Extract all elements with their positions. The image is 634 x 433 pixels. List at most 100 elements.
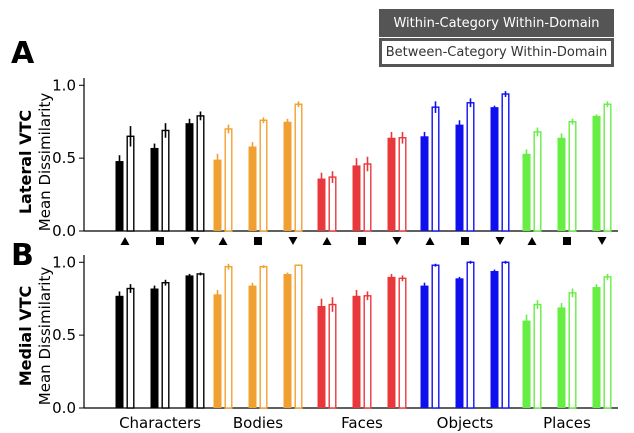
bar-between-bodies	[294, 264, 303, 409]
legend-between-label: Between-Category Within-Domain	[385, 45, 608, 60]
bar-between-faces	[328, 303, 337, 409]
y-tick-label: 0.5	[52, 149, 76, 167]
bar-between-characters	[161, 281, 170, 409]
bar-within-bodies	[213, 159, 222, 231]
bar-within-bodies	[248, 146, 257, 231]
bar-between-faces	[328, 176, 337, 232]
bar-between-places	[533, 303, 542, 409]
bar-between-places	[603, 103, 612, 232]
bar-within-faces	[387, 276, 396, 408]
bar-between-characters	[126, 135, 135, 232]
bar-within-places	[592, 115, 601, 231]
triangle-down-icon	[288, 237, 298, 245]
bar-within-objects	[455, 278, 464, 408]
bar-within-bodies	[283, 273, 292, 408]
triangle-up-icon	[218, 237, 228, 245]
panel-letter-b: B	[11, 238, 34, 273]
bar-within-faces	[352, 165, 361, 231]
bar-within-characters	[150, 147, 159, 231]
bar-within-characters	[150, 288, 159, 408]
bar-within-faces	[387, 137, 396, 231]
legend-within-category: Within-Category Within-Domain	[379, 9, 614, 37]
bar-between-bodies	[224, 265, 233, 409]
x-category-label: Characters	[119, 414, 201, 432]
bar-within-faces	[352, 295, 361, 408]
y-tick-label: 0.5	[52, 326, 76, 344]
square-icon	[358, 237, 366, 245]
bar-between-characters	[196, 115, 205, 232]
bar-between-objects	[501, 93, 510, 232]
bar-between-bodies	[224, 128, 233, 232]
bar-between-characters	[126, 287, 135, 409]
panel-letter-a: A	[11, 36, 35, 71]
bar-between-places	[568, 121, 577, 232]
panel-a-ylabel: Mean Dissimilarity	[36, 93, 54, 232]
bar-within-objects	[420, 285, 429, 408]
panel-b-plot: 0.0 0.5 1.0 Characters Bodies Faces Objects Pla…	[52, 253, 618, 432]
square-icon	[563, 237, 571, 245]
bar-within-objects	[490, 271, 499, 408]
condition-markers	[120, 237, 607, 245]
triangle-down-icon	[495, 237, 505, 245]
bar-between-faces	[398, 277, 407, 409]
bar-between-objects	[466, 261, 475, 409]
triangle-down-icon	[392, 237, 402, 245]
bar-within-places	[557, 137, 566, 231]
bar-between-objects	[466, 102, 475, 232]
triangle-up-icon	[425, 237, 435, 245]
bar-within-bodies	[213, 294, 222, 408]
x-category-label: Objects	[437, 414, 494, 432]
bar-between-characters	[196, 273, 205, 409]
bar-between-faces	[363, 163, 372, 232]
bar-within-places	[522, 320, 531, 408]
bar-within-objects	[420, 136, 429, 231]
bar-within-bodies	[248, 285, 257, 408]
triangle-down-icon	[190, 237, 200, 245]
bar-within-faces	[317, 178, 326, 231]
y-tick-label: 0.0	[52, 222, 76, 240]
triangle-down-icon	[597, 237, 607, 245]
x-category-label: Bodies	[233, 414, 283, 432]
bar-between-faces	[363, 295, 372, 409]
legend-between-category: Between-Category Within-Domain	[379, 38, 614, 67]
bar-between-bodies	[294, 103, 303, 232]
bar-between-objects	[431, 264, 440, 409]
bar-within-characters	[185, 275, 194, 408]
y-tick-label: 0.0	[52, 399, 76, 417]
bar-between-characters	[161, 129, 170, 232]
y-tick-label: 1.0	[52, 253, 76, 271]
bar-between-places	[603, 276, 612, 409]
bar-within-faces	[317, 306, 326, 408]
triangle-up-icon	[120, 237, 130, 245]
panel-a-region-label: Lateral VTC	[16, 110, 35, 214]
bar-within-characters	[115, 161, 124, 231]
legend-within-label: Within-Category Within-Domain	[393, 15, 600, 31]
bar-between-bodies	[259, 119, 268, 232]
bar-between-objects	[501, 261, 510, 409]
x-category-label: Places	[543, 414, 591, 432]
bar-within-characters	[185, 123, 194, 231]
triangle-up-icon	[322, 237, 332, 245]
x-category-label: Faces	[341, 414, 383, 432]
panel-a-plot: 0.0 0.5 1.0	[52, 76, 618, 240]
bar-within-places	[592, 287, 601, 408]
square-icon	[461, 237, 469, 245]
panel-b-region-label: Medial VTC	[16, 286, 35, 387]
bar-between-places	[533, 131, 542, 232]
y-tick-label: 1.0	[52, 76, 76, 94]
bar-within-bodies	[283, 121, 292, 231]
bar-within-places	[522, 153, 531, 231]
bar-between-objects	[431, 106, 440, 232]
bar-within-characters	[115, 295, 124, 408]
bar-within-places	[557, 307, 566, 408]
bar-within-objects	[455, 124, 464, 231]
triangle-up-icon	[527, 237, 537, 245]
bar-between-faces	[398, 137, 407, 232]
square-icon	[156, 237, 164, 245]
panel-b-ylabel: Mean Dissimilarity	[36, 267, 54, 406]
square-icon	[254, 237, 262, 245]
bar-within-objects	[490, 107, 499, 231]
bar-between-places	[568, 292, 577, 409]
bar-between-bodies	[259, 265, 268, 409]
